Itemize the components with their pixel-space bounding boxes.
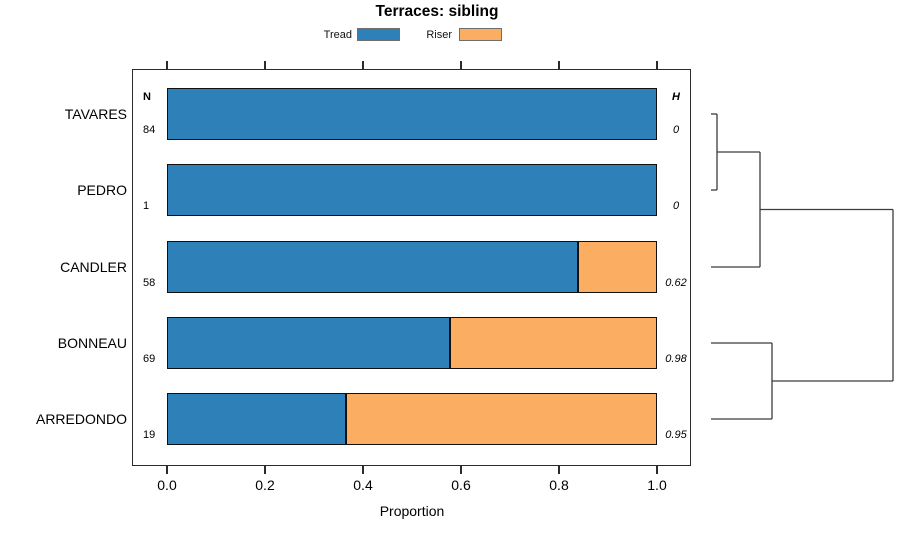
h-value: 0.62: [665, 277, 687, 289]
x-tick-label: 0.2: [255, 477, 275, 493]
tread-segment: [168, 165, 656, 215]
plot-box: [132, 69, 691, 466]
x-tick-label: 0.8: [549, 477, 569, 493]
n-column-header: N: [143, 91, 151, 103]
n-value: 19: [143, 429, 156, 441]
axis-tick-top: [558, 61, 560, 69]
x-tick-label: 1.0: [647, 477, 667, 493]
bar-tavares: [167, 88, 657, 140]
bar-arredondo: [167, 393, 657, 445]
chart-title: Terraces: sibling: [375, 3, 499, 20]
legend-riser-label: Riser: [426, 29, 452, 41]
legend-riser-swatch: [459, 28, 502, 41]
axis-tick-bottom: [362, 466, 364, 474]
h-value: 0: [672, 200, 680, 212]
category-label-candler: CANDLER: [60, 259, 127, 275]
n-value: 1: [143, 200, 150, 212]
axis-tick-top: [362, 61, 364, 69]
tread-segment: [168, 89, 656, 139]
axis-tick-top: [460, 61, 462, 69]
n-value: 58: [143, 277, 156, 289]
x-tick-label: 0.4: [353, 477, 373, 493]
n-value: 69: [143, 353, 156, 365]
category-label-tavares: TAVARES: [64, 106, 127, 122]
axis-tick-bottom: [460, 466, 462, 474]
axis-tick-top: [166, 61, 168, 69]
category-label-arredondo: ARREDONDO: [35, 411, 127, 427]
axis-tick-top: [264, 61, 266, 69]
axis-tick-top: [656, 61, 658, 69]
x-tick-label: 0.6: [451, 477, 471, 493]
legend-tread-swatch: [357, 28, 400, 41]
category-label-bonneau: BONNEAU: [57, 335, 127, 351]
axis-tick-bottom: [558, 466, 560, 474]
h-value: 0: [672, 124, 680, 136]
bar-pedro: [167, 164, 657, 216]
tread-segment: [168, 318, 451, 368]
legend-tread-label: Tread: [323, 29, 352, 41]
tread-segment: [168, 242, 580, 292]
axis-tick-bottom: [166, 466, 168, 474]
axis-tick-bottom: [264, 466, 266, 474]
tread-segment: [168, 394, 348, 444]
axis-tick-bottom: [656, 466, 658, 474]
h-value: 0.95: [665, 429, 687, 441]
bar-candler: [167, 241, 657, 293]
bar-bonneau: [167, 317, 657, 369]
h-value: 0.98: [665, 353, 687, 365]
n-value: 84: [143, 124, 156, 136]
x-axis-label: Proportion: [379, 503, 445, 519]
x-tick-label: 0.0: [157, 477, 177, 493]
h-column-header: H: [672, 91, 680, 103]
category-label-pedro: PEDRO: [77, 182, 127, 198]
